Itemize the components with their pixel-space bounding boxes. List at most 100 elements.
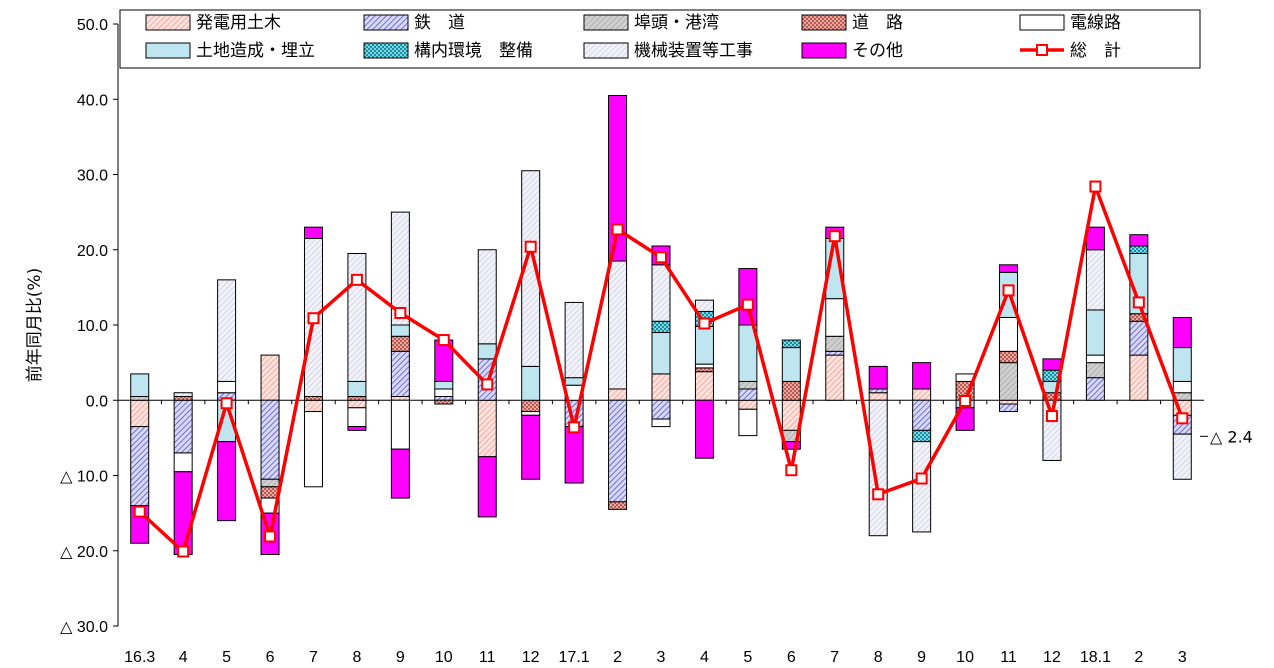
- bar-segment: [1172, 316, 1192, 349]
- bar-segment: [651, 399, 671, 420]
- bar-segment: [477, 343, 497, 360]
- bar-segment: [651, 373, 671, 401]
- bar-segment: [564, 301, 584, 379]
- bar-segment: [1129, 234, 1149, 247]
- total-marker: [959, 395, 972, 408]
- bar-segment: [434, 399, 454, 405]
- bar-segment: [608, 388, 628, 401]
- bar-segment: [999, 264, 1019, 273]
- legend-swatch: [363, 14, 409, 31]
- bar-segment: [521, 399, 541, 413]
- bar-segment: [434, 388, 454, 397]
- total-marker: [133, 505, 146, 518]
- bar-segment: [825, 354, 845, 401]
- legend-swatch: [583, 14, 629, 31]
- total-marker: [611, 223, 624, 236]
- bar-segment: [217, 380, 237, 394]
- bar-segment: [999, 399, 1019, 405]
- bar-segment: [477, 249, 497, 345]
- legend-label: 電線路: [1070, 13, 1121, 33]
- bar-segment: [1172, 380, 1192, 394]
- bar-segment: [738, 380, 758, 390]
- bar-segment: [347, 380, 367, 397]
- bar-segment: [912, 441, 932, 533]
- x-tick-label: 6: [787, 649, 796, 666]
- legend-label: 鉄 道: [414, 13, 465, 33]
- x-tick-label: 6: [266, 649, 275, 666]
- bar-segment: [825, 335, 845, 352]
- x-tick-label: 11: [1000, 649, 1017, 666]
- total-marker: [741, 298, 754, 311]
- bar-segment: [173, 471, 193, 556]
- bar-segment: [260, 399, 280, 480]
- total-marker: [177, 545, 190, 558]
- bar-segment: [1042, 358, 1062, 371]
- bar-segment: [390, 211, 410, 326]
- bar-segment: [868, 392, 888, 401]
- bar-segment: [521, 414, 541, 480]
- bar-segment: [1085, 377, 1105, 401]
- bar-segment: [999, 316, 1019, 352]
- total-marker: [394, 306, 407, 319]
- x-tick-label: 10: [956, 649, 974, 666]
- legend-swatch: [145, 14, 191, 31]
- x-tick-label: 2: [1134, 649, 1143, 666]
- bar-segment: [1085, 226, 1105, 251]
- bar-segment: [738, 388, 758, 401]
- bar-segment: [651, 320, 671, 334]
- bar-segment: [347, 426, 367, 431]
- bar-segment: [999, 362, 1019, 401]
- bar-segment: [608, 260, 628, 390]
- bar-segment: [173, 395, 193, 401]
- bar-segment: [347, 253, 367, 382]
- x-tick-label: 7: [309, 649, 318, 666]
- x-tick-label: 12: [1043, 649, 1061, 666]
- total-marker: [655, 251, 667, 264]
- x-tick-label: 12: [522, 649, 540, 666]
- bar-segment: [303, 411, 323, 488]
- legend-label: 土地造成・埋立: [196, 41, 315, 61]
- legend-label: 埠頭・港湾: [634, 13, 719, 33]
- bar-segment: [173, 452, 193, 473]
- bar-segment: [738, 399, 758, 410]
- legend-label: その他: [852, 41, 903, 61]
- bar-segment: [477, 456, 497, 518]
- x-tick-label: 17.1: [559, 649, 590, 666]
- bar-segment: [912, 399, 932, 431]
- bar-segment: [390, 395, 410, 401]
- total-marker: [698, 317, 711, 330]
- bar-segment: [564, 377, 584, 386]
- bar-segment: [608, 399, 628, 503]
- bar-segment: [694, 399, 714, 459]
- total-marker: [1176, 412, 1189, 425]
- bar-segment: [390, 335, 410, 352]
- bar-segment: [738, 268, 758, 326]
- plot-area: 50.0 40.0 30.0 20.0 10.0 0.0 △ 10.0 △ 20.0 △ 30.…: [25, 17, 1253, 666]
- bar-segment: [390, 399, 410, 450]
- total-marker: [307, 312, 320, 325]
- bar-segment: [260, 354, 280, 401]
- bar-segment: [434, 395, 454, 401]
- bar-segment: [1085, 309, 1105, 356]
- bar-segment: [477, 399, 497, 458]
- bar-segment: [868, 399, 888, 537]
- total-marker: [1132, 296, 1145, 309]
- y-tick-label: △ 10.0: [60, 469, 108, 486]
- bar-segment: [303, 399, 323, 413]
- x-tick-label: 9: [396, 649, 405, 666]
- y-tick-label: 30.0: [77, 168, 108, 185]
- total-marker: [220, 397, 233, 410]
- bar-segment: [173, 392, 193, 397]
- x-tick-label: 4: [179, 649, 188, 666]
- bar-segment: [825, 350, 845, 356]
- x-tick-label: 9: [917, 649, 926, 666]
- total-marker: [915, 472, 928, 485]
- bar-segment: [390, 324, 410, 337]
- total-marker: [568, 421, 581, 434]
- x-tick-label: 3: [1178, 649, 1187, 666]
- bar-segment: [781, 380, 801, 401]
- bar-segment: [1129, 245, 1149, 255]
- bar-segment: [217, 441, 237, 522]
